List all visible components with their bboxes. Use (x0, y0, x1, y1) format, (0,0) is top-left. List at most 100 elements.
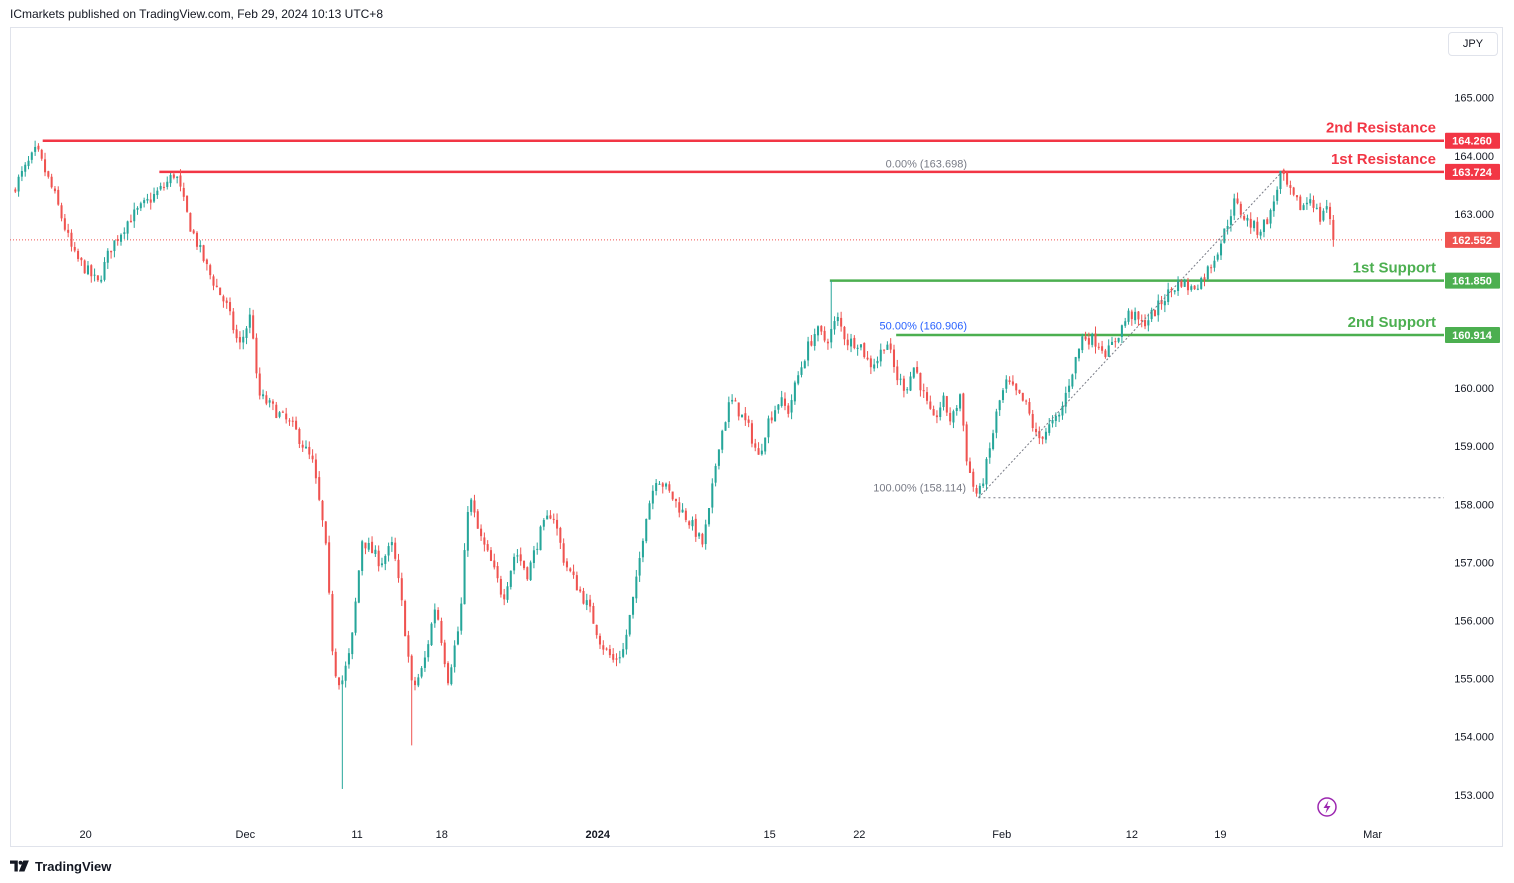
candle-body (238, 337, 241, 343)
candle-body (387, 546, 390, 556)
candle-body (1299, 196, 1302, 211)
candle-body (959, 394, 962, 409)
candle-body (823, 330, 826, 341)
candle-body (522, 560, 526, 569)
candle-body (830, 328, 833, 343)
candle-body (1329, 206, 1332, 220)
price-badge (1445, 132, 1500, 149)
candle-body (777, 404, 780, 410)
candle-body (298, 429, 301, 444)
candle-body (632, 596, 635, 615)
candle-body (149, 199, 152, 203)
y-tick-label: 154.000 (1454, 732, 1494, 744)
candle-body (133, 209, 136, 222)
candle-body (1229, 216, 1232, 225)
alert-lightning-icon[interactable] (1317, 797, 1337, 817)
candle-body (896, 366, 899, 381)
x-tick-label: 15 (764, 829, 776, 841)
candle-body (222, 296, 225, 302)
candle-body (661, 483, 664, 487)
candle-body (992, 433, 995, 449)
candle-body (859, 344, 862, 348)
candle-body (232, 311, 235, 331)
candle-body (1025, 400, 1028, 402)
candle-body (24, 164, 27, 172)
candle-body (965, 424, 968, 462)
candle-body (962, 393, 965, 426)
candle-body (93, 274, 96, 276)
candle-body (1064, 392, 1067, 407)
candle-body (285, 413, 288, 420)
candle-body (741, 414, 744, 418)
candle-body (324, 521, 327, 544)
candle-body (575, 575, 578, 591)
candle-body (1044, 431, 1047, 440)
candle-body (744, 413, 747, 421)
candle-body (945, 396, 948, 413)
candle-body (1147, 320, 1150, 326)
candle-body (106, 250, 109, 263)
x-tick-label: Mar (1363, 829, 1382, 841)
x-tick-label: 22 (853, 829, 865, 841)
price-badge-label: 161.850 (1452, 276, 1492, 288)
candle-body (1289, 185, 1292, 188)
candle-body (1137, 311, 1140, 320)
x-tick-label: 12 (1126, 829, 1138, 841)
x-tick-label: 19 (1214, 829, 1226, 841)
candle-body (423, 657, 426, 668)
candle-body (1312, 199, 1315, 208)
candle-body (361, 541, 364, 571)
candle-body (377, 550, 380, 567)
y-tick-label: 164.000 (1454, 151, 1494, 163)
candle-body (982, 483, 985, 487)
candle-body (295, 420, 298, 430)
candle-body (1193, 285, 1196, 290)
candle-body (430, 623, 433, 646)
candle-body (820, 325, 823, 332)
candle-body (1226, 226, 1229, 230)
candle-body (684, 510, 687, 520)
fibonacci-retracement: 0.00% (163.698) 50.00% (160.906) 100.00% (… (873, 158, 1444, 499)
candle-body (1292, 187, 1295, 195)
candle-body (1200, 278, 1203, 289)
candle-body (1127, 310, 1130, 322)
candle-body (747, 419, 750, 423)
publish-header: ICmarkets published on TradingView.com, … (10, 7, 383, 21)
candle-body (255, 337, 258, 374)
candle-body (427, 644, 430, 658)
candle-body (1325, 206, 1328, 210)
candle-body (1276, 189, 1279, 201)
candle-body (889, 343, 892, 350)
candle-body (952, 411, 955, 423)
price-badges: 164.260 163.724 161.850 160.914 162.552 (1317, 132, 1500, 817)
candle-body (757, 448, 760, 455)
candle-body (1028, 402, 1031, 414)
candle-body (1068, 385, 1071, 392)
candle-body (1253, 221, 1256, 229)
candle-body (1196, 288, 1199, 290)
candle-body (562, 543, 565, 563)
candle-body (156, 190, 159, 196)
x-tick-label: 2024 (586, 829, 611, 841)
candle-body (592, 606, 595, 624)
candle-body (328, 542, 331, 593)
candle-body (1183, 279, 1186, 287)
candle-body (1074, 357, 1077, 374)
candle-body (797, 375, 800, 384)
candle-body (717, 449, 720, 466)
current-price-badge (1445, 231, 1500, 248)
candle-body (892, 349, 896, 368)
candle-body (119, 234, 123, 242)
tradingview-logo-icon (10, 860, 29, 872)
candle-body (556, 519, 559, 529)
candle-body (840, 317, 843, 327)
candle-body (691, 520, 694, 527)
candle-body (205, 259, 208, 265)
candle-body (803, 361, 806, 369)
tradingview-brand[interactable]: TradingView (10, 857, 111, 875)
currency-button[interactable]: JPY (1448, 32, 1498, 56)
candle-body (1203, 277, 1206, 280)
candle-body (1061, 406, 1064, 416)
candle-body (542, 520, 545, 527)
